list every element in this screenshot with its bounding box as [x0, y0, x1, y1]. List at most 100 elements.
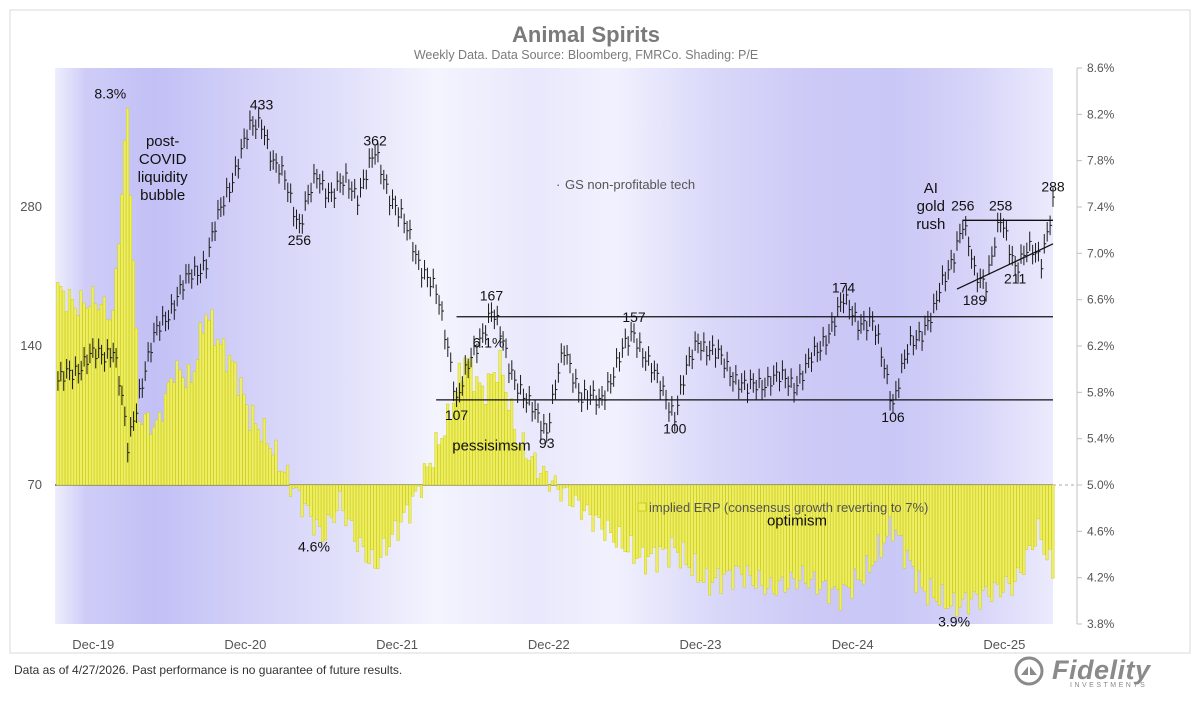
- erp-bar: [190, 382, 194, 486]
- erp-bar: [382, 484, 386, 539]
- erp-bar: [79, 290, 83, 486]
- erp-bar: [152, 426, 156, 486]
- right-tick-label: 8.6%: [1087, 61, 1115, 75]
- erp-bar: [582, 484, 586, 512]
- erp-bars: [56, 107, 1055, 617]
- erp-bar: [757, 484, 761, 571]
- annotations: 433 362 256 8.3% 167 157 174 107 93 100 106 6.1% 4.6…: [94, 86, 1065, 630]
- erp-bar: [626, 484, 630, 553]
- erp-bar: [198, 322, 202, 486]
- erp-bar: [524, 458, 528, 486]
- erp-bar: [815, 484, 819, 595]
- erp-bar: [335, 484, 339, 512]
- erp-bar: [934, 484, 938, 602]
- erp-bar: [539, 473, 543, 486]
- erp-bar: [565, 484, 569, 488]
- erp-bar: [472, 391, 476, 486]
- erp-bar: [716, 484, 720, 569]
- erp-bar: [853, 484, 857, 569]
- fidelity-logo: Fidelity INVESTMENTS: [1012, 652, 1184, 692]
- erp-bar: [728, 484, 732, 571]
- erp-bar: [364, 484, 368, 563]
- erp-bar: [321, 484, 325, 543]
- erp-bar: [836, 484, 840, 591]
- erp-bar: [376, 484, 380, 569]
- erp-bar: [507, 409, 511, 486]
- erp-bar: [417, 484, 421, 487]
- right-tick-label: 7.0%: [1087, 246, 1115, 260]
- erp-bar: [230, 360, 234, 486]
- erp-bar: [117, 243, 121, 486]
- erp-bar: [844, 484, 848, 586]
- erp-bar: [643, 484, 648, 575]
- erp-bar: [678, 484, 682, 569]
- erp-bar: [966, 484, 970, 615]
- erp-bar: [856, 484, 860, 580]
- erp-bar: [294, 484, 298, 488]
- erp-bar: [870, 484, 874, 566]
- erp-bar: [946, 484, 950, 609]
- axes: 70 140 280 8.6% 8.2% 7.8% 7.4% 7.0% 6.6% 6.2% 5.8%…: [20, 61, 1114, 652]
- erp-bar: [140, 424, 144, 486]
- erp-bar: [73, 307, 77, 486]
- erp-bar: [105, 319, 109, 486]
- erp-bar: [286, 465, 290, 486]
- erp-bar: [271, 454, 275, 486]
- value-annotation: 256: [288, 232, 312, 248]
- erp-bar: [940, 484, 944, 585]
- left-tick-label: 70: [28, 477, 42, 492]
- erp-bar: [774, 484, 778, 596]
- legend-price-marker: ·: [556, 177, 560, 192]
- erp-bar: [591, 484, 595, 532]
- value-annotation: 174: [832, 279, 856, 295]
- erp-bar: [812, 484, 816, 573]
- erp-bar: [492, 372, 496, 486]
- erp-bar: [204, 314, 208, 486]
- value-annotation: 6.1%: [473, 335, 505, 351]
- erp-bar: [687, 484, 691, 568]
- erp-bar: [341, 484, 345, 511]
- erp-bar: [766, 484, 770, 589]
- erp-bar: [367, 484, 371, 564]
- erp-bar: [76, 315, 80, 486]
- erp-bar: [542, 465, 546, 486]
- erp-bar: [222, 338, 226, 486]
- erp-bar: [300, 484, 304, 518]
- erp-bar: [801, 484, 805, 566]
- erp-bar: [655, 484, 659, 573]
- erp-bar: [536, 478, 540, 486]
- erp-bar: [329, 484, 333, 518]
- erp-bar: [457, 362, 461, 486]
- right-tick-label: 5.4%: [1087, 432, 1115, 446]
- erp-bar: [486, 373, 490, 486]
- value-annotation: 189: [963, 292, 987, 308]
- erp-bar: [641, 484, 645, 548]
- fidelity-wordmark: Fidelity: [1052, 655, 1151, 685]
- erp-bar: [213, 345, 217, 486]
- erp-bar: [408, 484, 412, 524]
- erp-bar: [146, 412, 150, 486]
- right-tick-label: 6.2%: [1087, 339, 1115, 353]
- chart-frame: [9, 9, 1191, 654]
- erp-bar: [900, 484, 904, 536]
- erp-bar: [990, 484, 994, 602]
- erp-bar: [891, 484, 895, 542]
- erp-bar: [94, 303, 98, 486]
- erp-bar: [495, 382, 499, 486]
- erp-bar: [163, 393, 167, 486]
- erp-bar: [172, 382, 176, 486]
- erp-bar: [67, 289, 71, 486]
- legend-price: · GS non-profitable tech: [556, 177, 695, 192]
- erp-bar: [594, 484, 598, 516]
- erp-bar: [809, 484, 813, 580]
- erp-bar: [798, 484, 802, 581]
- erp-bar: [702, 484, 706, 583]
- erp-bar: [646, 484, 650, 557]
- erp-bar: [964, 484, 968, 594]
- left-tick-label: 280: [20, 199, 42, 214]
- erp-bar: [847, 484, 851, 588]
- erp-bar: [789, 484, 793, 573]
- erp-bar: [1019, 484, 1023, 573]
- reference-lines: [436, 219, 1054, 401]
- erp-bar: [606, 484, 610, 521]
